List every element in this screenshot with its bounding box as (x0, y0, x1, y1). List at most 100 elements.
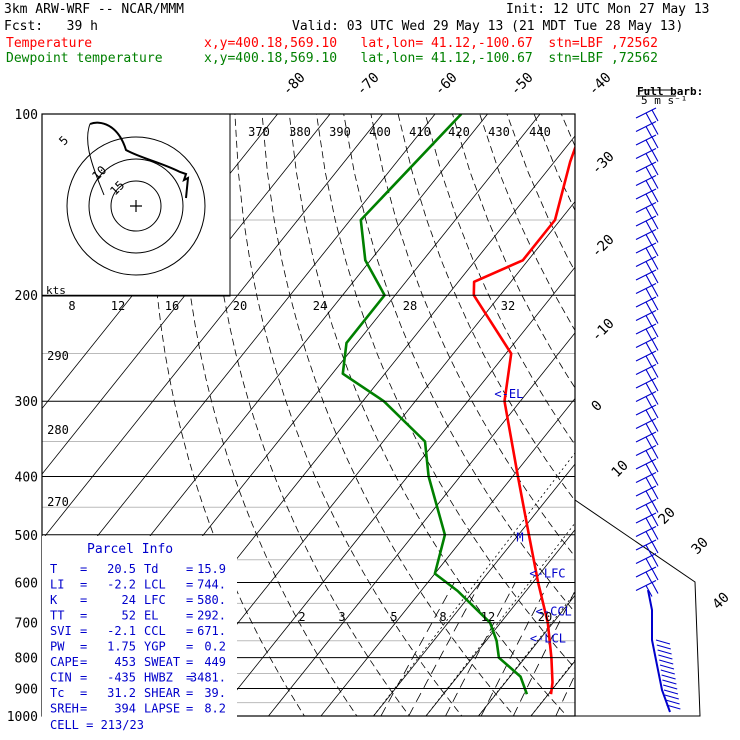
parcel-info-equals: = (80, 686, 87, 700)
wind-barb (651, 163, 659, 176)
theta-label: 290 (47, 349, 69, 363)
wind-barb (664, 694, 679, 700)
parcel-info-equals: = (80, 702, 87, 716)
parcel-info-value: 24 (122, 593, 136, 607)
wind-barb (651, 109, 659, 122)
speed-tick-label: 28 (403, 299, 417, 313)
isotherm-line (42, 114, 383, 541)
wind-barb (651, 514, 659, 527)
wind-barb (656, 644, 671, 650)
isotherm-label: -40 (586, 70, 615, 99)
parcel-info-key: SHEAR (144, 686, 181, 700)
moist-adiabat (530, 659, 575, 716)
wind-barb (645, 153, 653, 165)
pressure-label: 400 (15, 470, 38, 485)
wind-barb (651, 379, 659, 392)
parcel-info-equals: = (80, 640, 87, 654)
wind-barb (645, 369, 653, 381)
parcel-info-value: 453 (114, 655, 136, 669)
parcel-info-key: YGP (144, 640, 166, 654)
dry-adiabat (724, 114, 740, 729)
wind-barb (651, 271, 659, 284)
parcel-info-value: 31.2 (107, 686, 136, 700)
dry-adiabat (697, 114, 740, 729)
wind-barb (651, 312, 659, 324)
wind-barb (645, 544, 653, 557)
parcel-info-value: 0.2 (204, 640, 226, 654)
wind-barb (651, 568, 659, 581)
parcel-info-value: 580. (197, 593, 226, 607)
isotherm-label: 20 (656, 505, 679, 528)
isotherm-line (267, 332, 575, 716)
parcel-info-equals: = (186, 671, 193, 685)
wind-barb (651, 339, 659, 351)
wind-barb (645, 342, 653, 354)
plot-frame (41, 113, 576, 717)
wind-barb (645, 301, 653, 314)
isotherm-line (626, 114, 740, 729)
theta-label: 370 (248, 125, 270, 139)
parcel-info-key: LAPSE (144, 702, 180, 716)
skew-extension-frame (574, 499, 701, 717)
parcel-info-equals: = (186, 686, 193, 700)
wind-barb (645, 436, 653, 449)
dry-adiabat (616, 114, 740, 729)
wind-barb (645, 288, 653, 300)
wind-barb (651, 285, 659, 297)
parcel-info-value: 8.2 (204, 702, 226, 716)
isotherm-label: 40 (710, 590, 733, 613)
wind-barb (651, 366, 659, 378)
wind-barb (645, 139, 653, 152)
theta-label: 430 (488, 125, 510, 139)
valid-time: Valid: 03 UTC Wed 29 May 13 (21 MDT Tue … (292, 19, 684, 34)
parcel-info-cell: CELL = 213/23 (50, 718, 144, 732)
parcel-info-equals: = (80, 655, 87, 669)
pressure-label: 200 (15, 289, 38, 304)
parcel-info-key: CAPE (50, 655, 79, 669)
wind-barb (645, 571, 653, 584)
mixing-ratio-line (380, 582, 455, 716)
parcel-info-key: TT (50, 609, 64, 623)
hodograph-center-icon (130, 200, 142, 212)
pressure-label: 500 (15, 529, 38, 544)
wind-barb (645, 450, 653, 462)
wind-barb (651, 487, 659, 500)
theta-label: 390 (329, 125, 351, 139)
dry-adiabat (207, 114, 410, 716)
parcel-info-key: T (50, 562, 57, 576)
parcel-info-value: 292. (197, 609, 226, 623)
pressure-label: 700 (15, 617, 38, 632)
isotherm-line (320, 397, 575, 716)
parcel-info-value: 52 (122, 609, 136, 623)
isotherm-line (425, 529, 575, 716)
parcel-info-key: CCL (144, 624, 166, 638)
wind-barb (645, 166, 653, 179)
wind-barb (645, 207, 653, 219)
wind-barb (655, 639, 671, 645)
isotherm-line (678, 114, 740, 729)
wind-barb (645, 180, 653, 192)
isotherm-label: -10 (589, 316, 618, 345)
wind-barb (645, 261, 653, 273)
dry-adiabat (397, 114, 575, 502)
dewpoint-profile (341, 114, 529, 695)
wind-barb (659, 664, 675, 670)
hodograph-trace-secondary (87, 123, 105, 196)
mixing-ratio-label: 5 (390, 610, 397, 624)
speed-tick-label: 16 (165, 299, 179, 313)
temperature-legend: Temperature (6, 36, 93, 51)
isotherm-line (372, 463, 575, 716)
isotherm-label: -30 (589, 149, 618, 178)
dry-adiabat (670, 114, 740, 729)
wind-barb (651, 582, 659, 594)
pressure-label: 1000 (7, 710, 38, 725)
parcel-info-key: Tc (50, 686, 64, 700)
parcel-info-equals: = (186, 593, 193, 607)
parcel-info-key: SREH (50, 702, 79, 716)
wind-barb (645, 423, 653, 435)
wind-barb (645, 531, 653, 543)
wind-barb (651, 123, 659, 135)
parcel-info-value: 3481. (190, 671, 226, 685)
barb-legend-unit: 5 m s⁻¹ (641, 94, 687, 107)
moist-adiabat (478, 592, 575, 716)
